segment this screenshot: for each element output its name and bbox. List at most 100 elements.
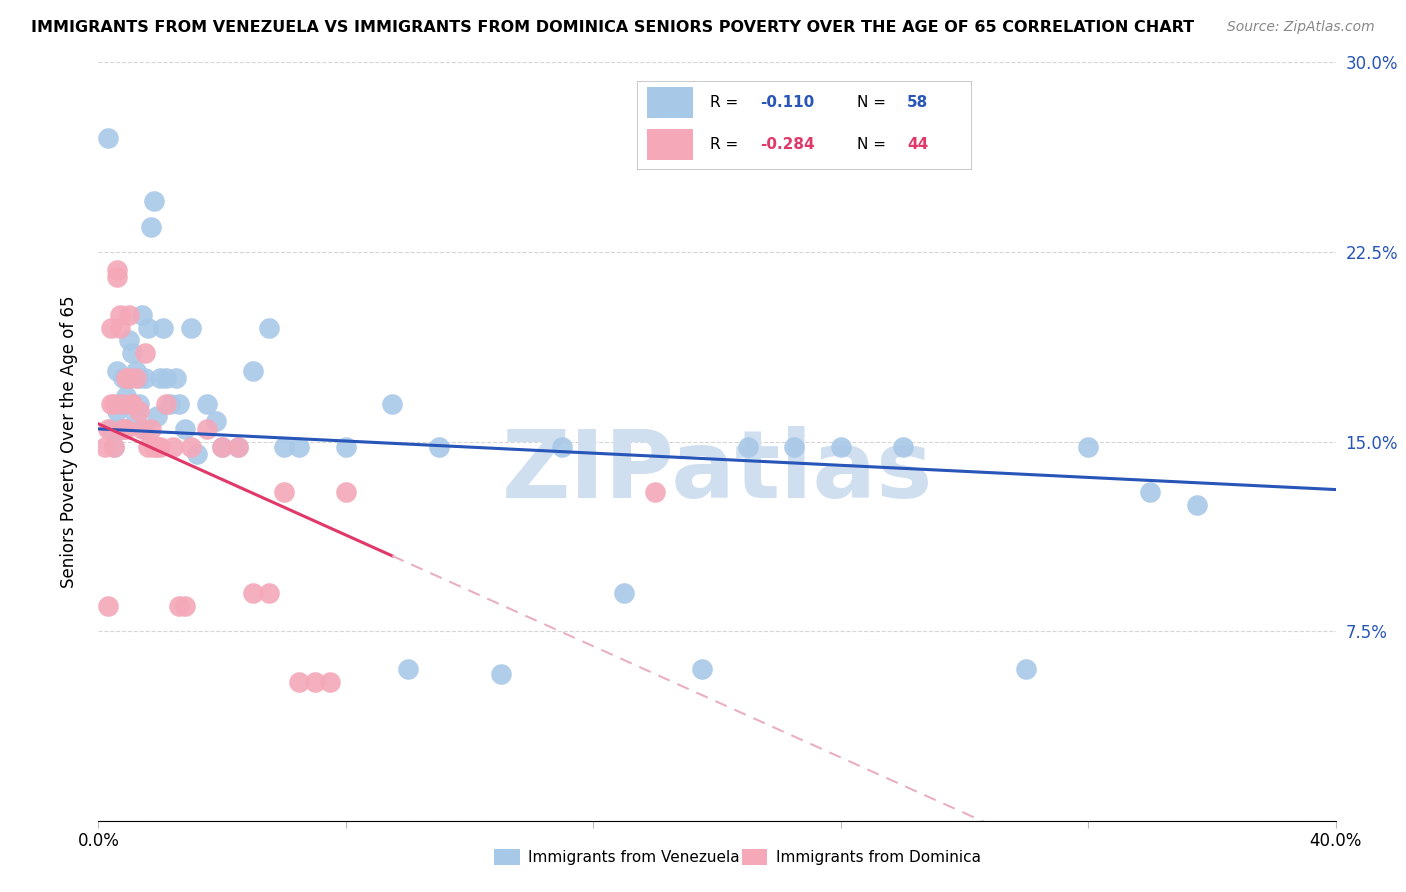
Point — [131, 308, 153, 322]
Point — [112, 396, 135, 410]
Text: IMMIGRANTS FROM VENEZUELA VS IMMIGRANTS FROM DOMINICA SENIORS POVERTY OVER THE A: IMMIGRANTS FROM VENEZUELA VS IMMIGRANTS … — [31, 20, 1194, 35]
Point — [242, 364, 264, 378]
Point — [136, 320, 159, 334]
Point — [149, 371, 172, 385]
Point — [1015, 662, 1038, 676]
Point — [108, 320, 131, 334]
Y-axis label: Seniors Poverty Over the Age of 65: Seniors Poverty Over the Age of 65 — [59, 295, 77, 588]
Point — [146, 409, 169, 424]
Point — [174, 599, 197, 613]
Point — [100, 320, 122, 334]
Point — [103, 396, 125, 410]
Point — [103, 440, 125, 454]
Point — [186, 447, 208, 461]
Point — [124, 371, 146, 385]
Point — [112, 371, 135, 385]
Point — [891, 440, 914, 454]
Point — [121, 396, 143, 410]
Point — [105, 364, 128, 378]
Bar — [742, 849, 768, 865]
Point — [273, 440, 295, 454]
Point — [112, 422, 135, 436]
Point — [136, 440, 159, 454]
Point — [551, 440, 574, 454]
Point — [108, 422, 131, 436]
Text: Immigrants from Dominica: Immigrants from Dominica — [776, 850, 980, 864]
Point — [100, 396, 122, 410]
Point — [489, 667, 512, 681]
Point — [205, 414, 228, 428]
Point — [211, 440, 233, 454]
Point — [396, 662, 419, 676]
Point — [226, 440, 249, 454]
Bar — [495, 849, 520, 865]
Point — [97, 131, 120, 145]
Point — [149, 440, 172, 454]
Point — [131, 422, 153, 436]
Point — [105, 404, 128, 418]
Point — [121, 396, 143, 410]
Point — [226, 440, 249, 454]
Point — [1077, 440, 1099, 454]
Point — [155, 371, 177, 385]
Point — [143, 194, 166, 209]
Point — [121, 396, 143, 410]
Point — [195, 396, 218, 410]
Point — [105, 270, 128, 285]
Point — [105, 262, 128, 277]
Point — [118, 371, 141, 385]
Point — [108, 396, 131, 410]
Point — [121, 346, 143, 360]
Point — [690, 662, 713, 676]
Point — [167, 599, 190, 613]
Point — [146, 440, 169, 454]
Point — [427, 440, 450, 454]
Point — [167, 396, 190, 410]
Point — [108, 308, 131, 322]
Point — [1139, 485, 1161, 500]
Point — [162, 440, 184, 454]
Point — [134, 422, 156, 436]
Point — [139, 219, 162, 234]
Point — [737, 440, 759, 454]
Point — [830, 440, 852, 454]
Point — [112, 422, 135, 436]
Point — [124, 409, 146, 424]
Point — [288, 674, 311, 689]
Point — [257, 320, 280, 334]
Text: Immigrants from Venezuela: Immigrants from Venezuela — [529, 850, 740, 864]
Point — [165, 371, 187, 385]
Point — [134, 371, 156, 385]
Point — [128, 396, 150, 410]
Point — [115, 389, 138, 403]
Point — [134, 346, 156, 360]
Text: ZIPatlas: ZIPatlas — [502, 425, 932, 518]
Point — [118, 334, 141, 348]
Point — [118, 308, 141, 322]
Point — [335, 440, 357, 454]
Point — [124, 364, 146, 378]
Point — [97, 422, 120, 436]
Point — [783, 440, 806, 454]
Point — [128, 404, 150, 418]
Text: Source: ZipAtlas.com: Source: ZipAtlas.com — [1227, 20, 1375, 34]
Point — [180, 440, 202, 454]
Point — [1185, 498, 1208, 512]
Point — [155, 396, 177, 410]
Point — [103, 440, 125, 454]
Point — [97, 599, 120, 613]
Point — [613, 586, 636, 600]
Point — [143, 440, 166, 454]
Point — [644, 485, 666, 500]
Point — [242, 586, 264, 600]
Point — [152, 320, 174, 334]
Point — [128, 371, 150, 385]
Point — [139, 422, 162, 436]
Point — [115, 422, 138, 436]
Point — [335, 485, 357, 500]
Point — [180, 320, 202, 334]
Point — [118, 371, 141, 385]
Point — [257, 586, 280, 600]
Point — [93, 440, 115, 454]
Point — [115, 371, 138, 385]
